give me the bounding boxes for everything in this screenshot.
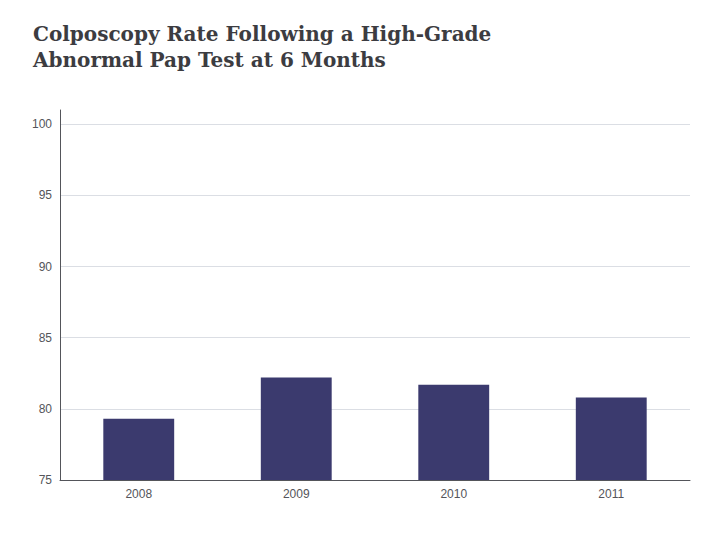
svg-text:2011: 2011 [598, 487, 624, 501]
svg-text:85: 85 [39, 331, 53, 345]
svg-text:Abnormal Pap Test at 6 Months: Abnormal Pap Test at 6 Months [32, 48, 386, 72]
svg-text:2009: 2009 [283, 487, 310, 501]
svg-text:75: 75 [39, 473, 53, 487]
svg-text:Colposcopy Rate Following a Hi: Colposcopy Rate Following a High-Grade [33, 22, 491, 46]
svg-text:2010: 2010 [440, 487, 467, 501]
svg-text:80: 80 [39, 402, 53, 416]
svg-text:90: 90 [39, 260, 53, 274]
svg-text:2008: 2008 [125, 487, 152, 501]
svg-text:95: 95 [39, 188, 53, 202]
svg-text:100: 100 [32, 117, 52, 131]
